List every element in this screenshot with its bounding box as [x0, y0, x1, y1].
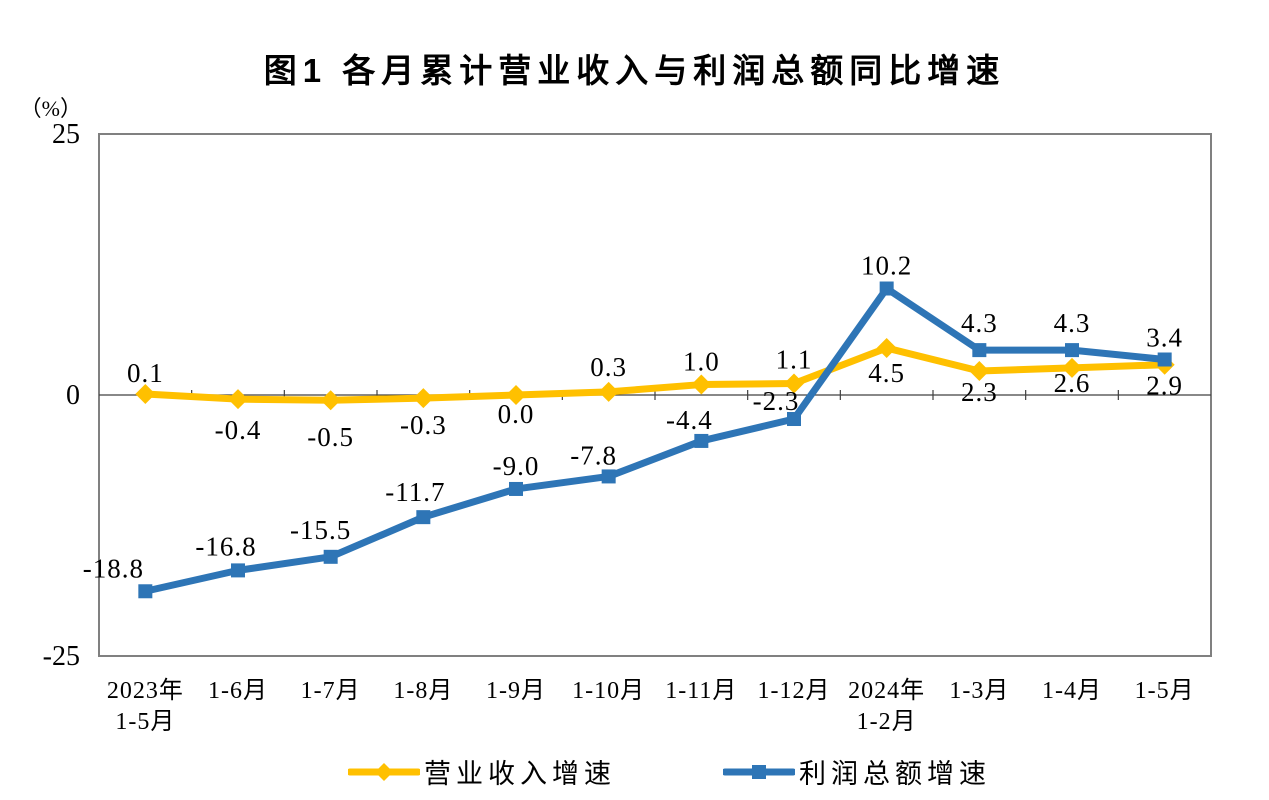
diamond-marker-icon [691, 374, 712, 395]
x-axis-label: 1-9月 [486, 678, 546, 704]
data-label: -11.7 [385, 477, 445, 507]
y-tick-label: 0 [66, 380, 80, 411]
y-tick-label: -25 [43, 641, 80, 672]
data-label: -2.3 [753, 386, 800, 416]
x-axis-label: 1-3月 [949, 678, 1009, 704]
square-marker-icon [416, 510, 431, 525]
x-axis-label: 1-8月 [393, 678, 453, 704]
data-label: 4.3 [961, 308, 998, 338]
square-marker-icon [787, 412, 801, 427]
data-label: 1.0 [683, 347, 720, 377]
series-line-0 [141, 344, 1169, 404]
data-label: 2.3 [961, 377, 998, 407]
data-label: 0.0 [498, 399, 535, 429]
x-axis-label: 1-6月 [208, 678, 268, 704]
diamond-marker-icon [228, 389, 248, 410]
legend-item-profit: 利润总额增速 [723, 752, 991, 791]
diamond-marker-icon [1062, 357, 1082, 378]
diamond-marker-icon [135, 383, 156, 404]
legend-label-profit: 利润总额增速 [799, 759, 991, 789]
diamond-marker-icon [876, 338, 897, 359]
diamond-marker-icon [413, 388, 434, 409]
diamond-marker-icon [969, 360, 990, 381]
square-marker-icon [231, 563, 245, 578]
legend: 营业收入增速 利润总额增速 [0, 752, 1269, 792]
square-marker-icon [323, 549, 338, 564]
data-label: -9.0 [493, 451, 540, 481]
x-axis-label: 2024年 [848, 677, 925, 704]
x-axis-label: 1-12月 [758, 678, 831, 704]
x-axis-label: 1-4月 [1042, 678, 1102, 704]
data-label: 2.9 [1146, 371, 1183, 401]
series-line-1 [141, 285, 1169, 595]
diamond-marker-icon [598, 381, 619, 402]
data-label: 2.6 [1054, 368, 1091, 398]
x-axis-label: 1-5月 [1135, 678, 1195, 704]
data-label: 1.1 [776, 345, 813, 375]
x-axis-label: 2023年 [107, 677, 184, 704]
revenue-line-marker-icon [348, 762, 420, 781]
data-label: 10.2 [861, 251, 912, 281]
x-axis-label: 1-5月 [115, 709, 175, 735]
legend-label-revenue: 营业收入增速 [424, 759, 616, 789]
square-marker-icon [509, 481, 523, 496]
chart-title: 图1 各月累计营业收入与利润总额同比增速 [263, 52, 1006, 89]
y-axis-unit-label: （%） [20, 96, 82, 121]
data-label: 0.3 [590, 352, 627, 382]
data-label: -0.5 [307, 422, 354, 452]
x-axis-label: 1-10月 [572, 678, 645, 704]
diamond-marker-icon [506, 385, 526, 405]
data-label: -18.8 [83, 553, 144, 583]
diamond-marker-icon [320, 390, 341, 411]
x-axis-label: 1-7月 [301, 678, 361, 704]
data-label: 4.5 [868, 358, 905, 388]
data-label: -0.4 [215, 415, 262, 445]
data-label: 0.1 [127, 358, 164, 388]
legend-item-revenue: 营业收入增速 [348, 752, 616, 791]
x-axis-label: 1-2月 [857, 709, 917, 735]
data-label: -15.5 [290, 515, 351, 545]
square-marker-icon [601, 469, 616, 484]
square-marker-icon [972, 343, 987, 358]
y-tick-label: 25 [52, 119, 80, 150]
data-label: -7.8 [570, 440, 617, 470]
data-label: -0.3 [400, 410, 447, 440]
square-marker-icon [1065, 343, 1079, 358]
data-label: -16.8 [195, 531, 256, 561]
square-marker-icon [138, 584, 153, 599]
square-marker-icon [879, 281, 894, 296]
x-axis-label: 1-11月 [665, 678, 737, 704]
square-marker-icon [1157, 352, 1172, 367]
data-label: 3.4 [1146, 323, 1183, 353]
diamond-marker-icon [784, 373, 804, 394]
profit-line-marker-icon [723, 764, 795, 779]
data-label: 4.3 [1054, 308, 1091, 338]
data-label: -4.4 [666, 405, 713, 435]
square-marker-icon [694, 433, 709, 448]
